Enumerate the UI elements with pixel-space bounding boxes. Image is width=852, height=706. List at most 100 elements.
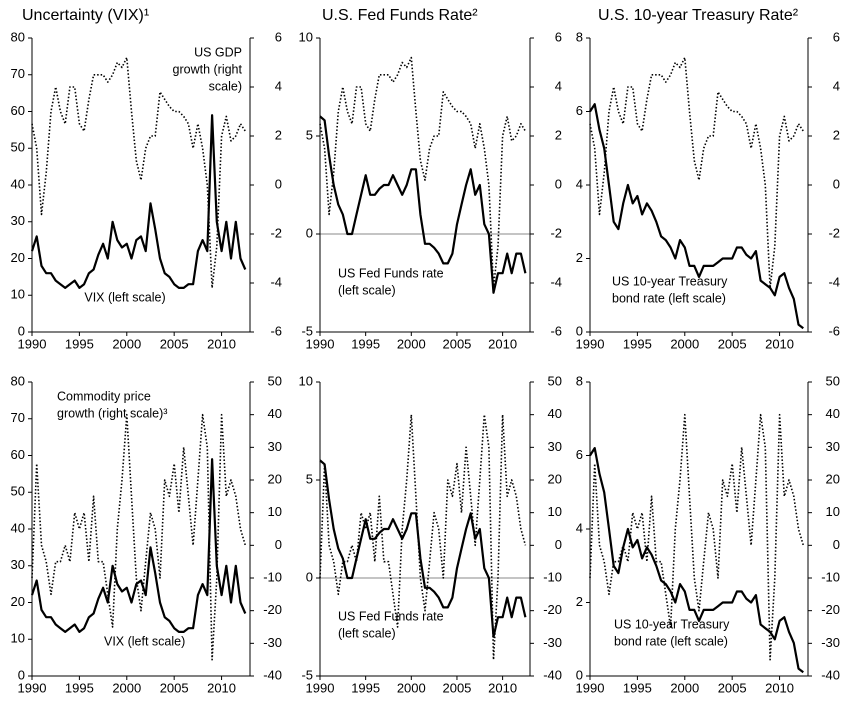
- y2-tick-label: 6: [555, 29, 562, 44]
- y-tick-label: 4: [576, 520, 583, 535]
- solid-line: [319, 459, 527, 638]
- dotted-line: [589, 413, 805, 661]
- annotation: bond rate (left scale): [612, 291, 726, 305]
- y-tick-label: 8: [576, 373, 583, 388]
- x-tick-label: 2000: [397, 680, 426, 695]
- x-tick-label: 2000: [112, 336, 141, 351]
- annotation: US GDP: [194, 45, 242, 59]
- x-tick-label: 1995: [623, 336, 652, 351]
- y2-tick-label: 2: [555, 127, 562, 142]
- x-tick-label: 2000: [670, 336, 699, 351]
- y2-tick-label: 0: [833, 176, 840, 191]
- y2-tick-label: 4: [555, 78, 562, 93]
- y-tick-label: 10: [11, 631, 25, 646]
- y-tick-label: 0: [18, 667, 25, 682]
- annotation: growth (right: [173, 62, 243, 76]
- y2-tick-label: 20: [826, 471, 840, 486]
- y2-tick-label: -6: [828, 323, 840, 338]
- y2-tick-label: 50: [268, 373, 282, 388]
- x-tick-label: 1990: [18, 680, 47, 695]
- y-tick-label: 20: [11, 594, 25, 609]
- annotation: US 10-year Treasury: [614, 617, 730, 631]
- y2-tick-label: 4: [833, 78, 840, 93]
- annotation: US Fed Funds rate: [338, 266, 444, 280]
- y-tick-label: 40: [11, 176, 25, 191]
- y2-tick-label: -20: [821, 602, 840, 617]
- y-tick-label: 0: [576, 323, 583, 338]
- y2-tick-label: 20: [268, 471, 282, 486]
- y-tick-label: 5: [306, 471, 313, 486]
- y2-tick-label: -40: [543, 667, 562, 682]
- annotation: growth (right scale)³: [57, 406, 167, 420]
- y-tick-label: 0: [18, 323, 25, 338]
- y-tick-label: 10: [11, 287, 25, 302]
- y2-tick-label: -10: [821, 569, 840, 584]
- annotation: US Fed Funds rate: [338, 609, 444, 623]
- x-tick-label: 2010: [207, 680, 236, 695]
- y-tick-label: -5: [301, 323, 313, 338]
- x-tick-label: 2005: [160, 680, 189, 695]
- x-tick-label: 1995: [623, 680, 652, 695]
- y2-tick-label: -4: [270, 274, 282, 289]
- y2-tick-label: 10: [548, 504, 562, 519]
- x-tick-label: 2005: [160, 336, 189, 351]
- y-tick-label: 4: [576, 176, 583, 191]
- y-tick-label: 20: [11, 250, 25, 265]
- x-tick-label: 2005: [442, 680, 471, 695]
- y2-tick-label: 40: [826, 406, 840, 421]
- annotation: VIX (left scale): [104, 634, 185, 648]
- y2-tick-label: 0: [275, 537, 282, 552]
- x-tick-label: 1995: [351, 336, 380, 351]
- y-tick-label: 2: [576, 250, 583, 265]
- y2-tick-label: 30: [268, 439, 282, 454]
- x-tick-label: 1990: [306, 680, 335, 695]
- y-tick-label: 6: [576, 447, 583, 462]
- x-tick-label: 2000: [670, 680, 699, 695]
- x-tick-label: 1995: [65, 680, 94, 695]
- y2-tick-label: -20: [543, 602, 562, 617]
- y2-tick-label: 2: [275, 127, 282, 142]
- y-tick-label: 6: [576, 103, 583, 118]
- y2-tick-label: 6: [275, 29, 282, 44]
- x-tick-label: 1990: [576, 680, 605, 695]
- solid-line: [319, 115, 527, 294]
- y2-tick-label: 0: [275, 176, 282, 191]
- solid-line: [30, 458, 247, 633]
- y-tick-label: 8: [576, 29, 583, 44]
- x-tick-label: 2000: [112, 680, 141, 695]
- annotation: Commodity price: [57, 389, 151, 403]
- y2-tick-label: 20: [548, 471, 562, 486]
- y2-tick-label: -10: [263, 569, 282, 584]
- y2-tick-label: -4: [550, 274, 562, 289]
- y2-tick-label: 6: [833, 29, 840, 44]
- y2-tick-label: 0: [555, 176, 562, 191]
- x-tick-label: 2010: [765, 336, 794, 351]
- annotation: (left scale): [338, 283, 396, 297]
- y-tick-label: 5: [306, 127, 313, 142]
- annotation: US 10-year Treasury: [612, 274, 728, 288]
- x-tick-label: 2010: [488, 336, 517, 351]
- x-tick-label: 2010: [207, 336, 236, 351]
- x-tick-label: 1995: [351, 680, 380, 695]
- x-tick-label: 2010: [488, 680, 517, 695]
- x-tick-label: 1995: [65, 336, 94, 351]
- y2-tick-label: 0: [833, 537, 840, 552]
- y2-tick-label: -6: [550, 323, 562, 338]
- y2-tick-label: 30: [826, 439, 840, 454]
- chart-title: U.S. Fed Funds Rate²: [322, 7, 478, 24]
- y2-tick-label: 30: [548, 439, 562, 454]
- y2-tick-label: -20: [263, 602, 282, 617]
- x-tick-label: 2005: [718, 336, 747, 351]
- dotted-line: [319, 413, 527, 661]
- annotation: scale): [209, 79, 242, 93]
- y-tick-label: 30: [11, 213, 25, 228]
- y2-tick-label: -30: [543, 635, 562, 650]
- y2-tick-label: -2: [550, 225, 562, 240]
- y2-tick-label: 40: [268, 406, 282, 421]
- y2-tick-label: 10: [268, 504, 282, 519]
- y2-tick-label: 40: [548, 406, 562, 421]
- y-tick-label: 2: [576, 594, 583, 609]
- y-tick-label: 0: [306, 225, 313, 240]
- x-tick-label: 2010: [765, 680, 794, 695]
